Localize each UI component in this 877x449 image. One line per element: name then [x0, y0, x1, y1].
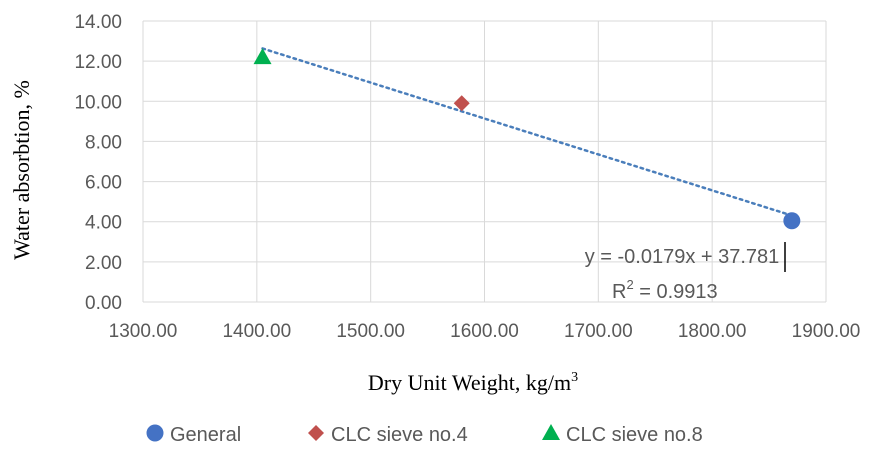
x-tick-label: 1900.00 — [792, 321, 861, 342]
x-tick-label: 1500.00 — [336, 321, 405, 342]
y-tick-label: 14.00 — [74, 12, 122, 33]
x-tick-label: 1600.00 — [450, 321, 519, 342]
data-points — [253, 48, 801, 230]
legend-marker-general — [146, 424, 164, 442]
x-axis-ticks: 1300.00 1400.00 1500.00 1600.00 1700.00 1800.… — [109, 321, 861, 342]
data-point-general — [783, 212, 801, 230]
legend: General CLC sieve no.4 CLC sieve no.8 — [146, 424, 703, 446]
legend-marker-clc-sieve-no-8 — [542, 424, 560, 440]
y-tick-label: 4.00 — [85, 213, 122, 234]
y-axis-title: Water absorbtion, % — [9, 80, 34, 260]
y-tick-label: 12.00 — [74, 52, 122, 73]
trendline — [261, 47, 794, 217]
trendline-equation: y = -0.0179x + 37.781 — [585, 246, 780, 268]
x-tick-label: 1400.00 — [222, 321, 291, 342]
x-axis-title: Dry Unit Weight, kg/m3 — [368, 370, 578, 395]
y-tick-label: 2.00 — [85, 253, 122, 274]
trendline-r-squared: R2 = 0.9913 — [612, 277, 718, 303]
trendline-group — [261, 47, 794, 217]
legend-label-general: General — [170, 424, 241, 446]
data-point-clc-sieve-no-4 — [453, 95, 470, 112]
legend-label-clc-sieve-no-8: CLC sieve no.8 — [566, 424, 703, 446]
y-tick-label: 8.00 — [85, 132, 122, 153]
y-tick-label: 10.00 — [74, 92, 122, 113]
x-tick-label: 1300.00 — [109, 321, 178, 342]
x-tick-label: 1700.00 — [564, 321, 633, 342]
y-tick-label: 6.00 — [85, 173, 122, 194]
y-axis-ticks: 0.00 2.00 4.00 6.00 8.00 10.00 12.00 14.00 — [74, 12, 122, 314]
legend-label-clc-sieve-no-4: CLC sieve no.4 — [331, 424, 468, 446]
data-point-clc-sieve-no-8 — [253, 48, 272, 65]
y-tick-label: 0.00 — [85, 293, 122, 314]
legend-marker-clc-sieve-no-4 — [308, 425, 324, 441]
x-tick-label: 1800.00 — [678, 321, 747, 342]
